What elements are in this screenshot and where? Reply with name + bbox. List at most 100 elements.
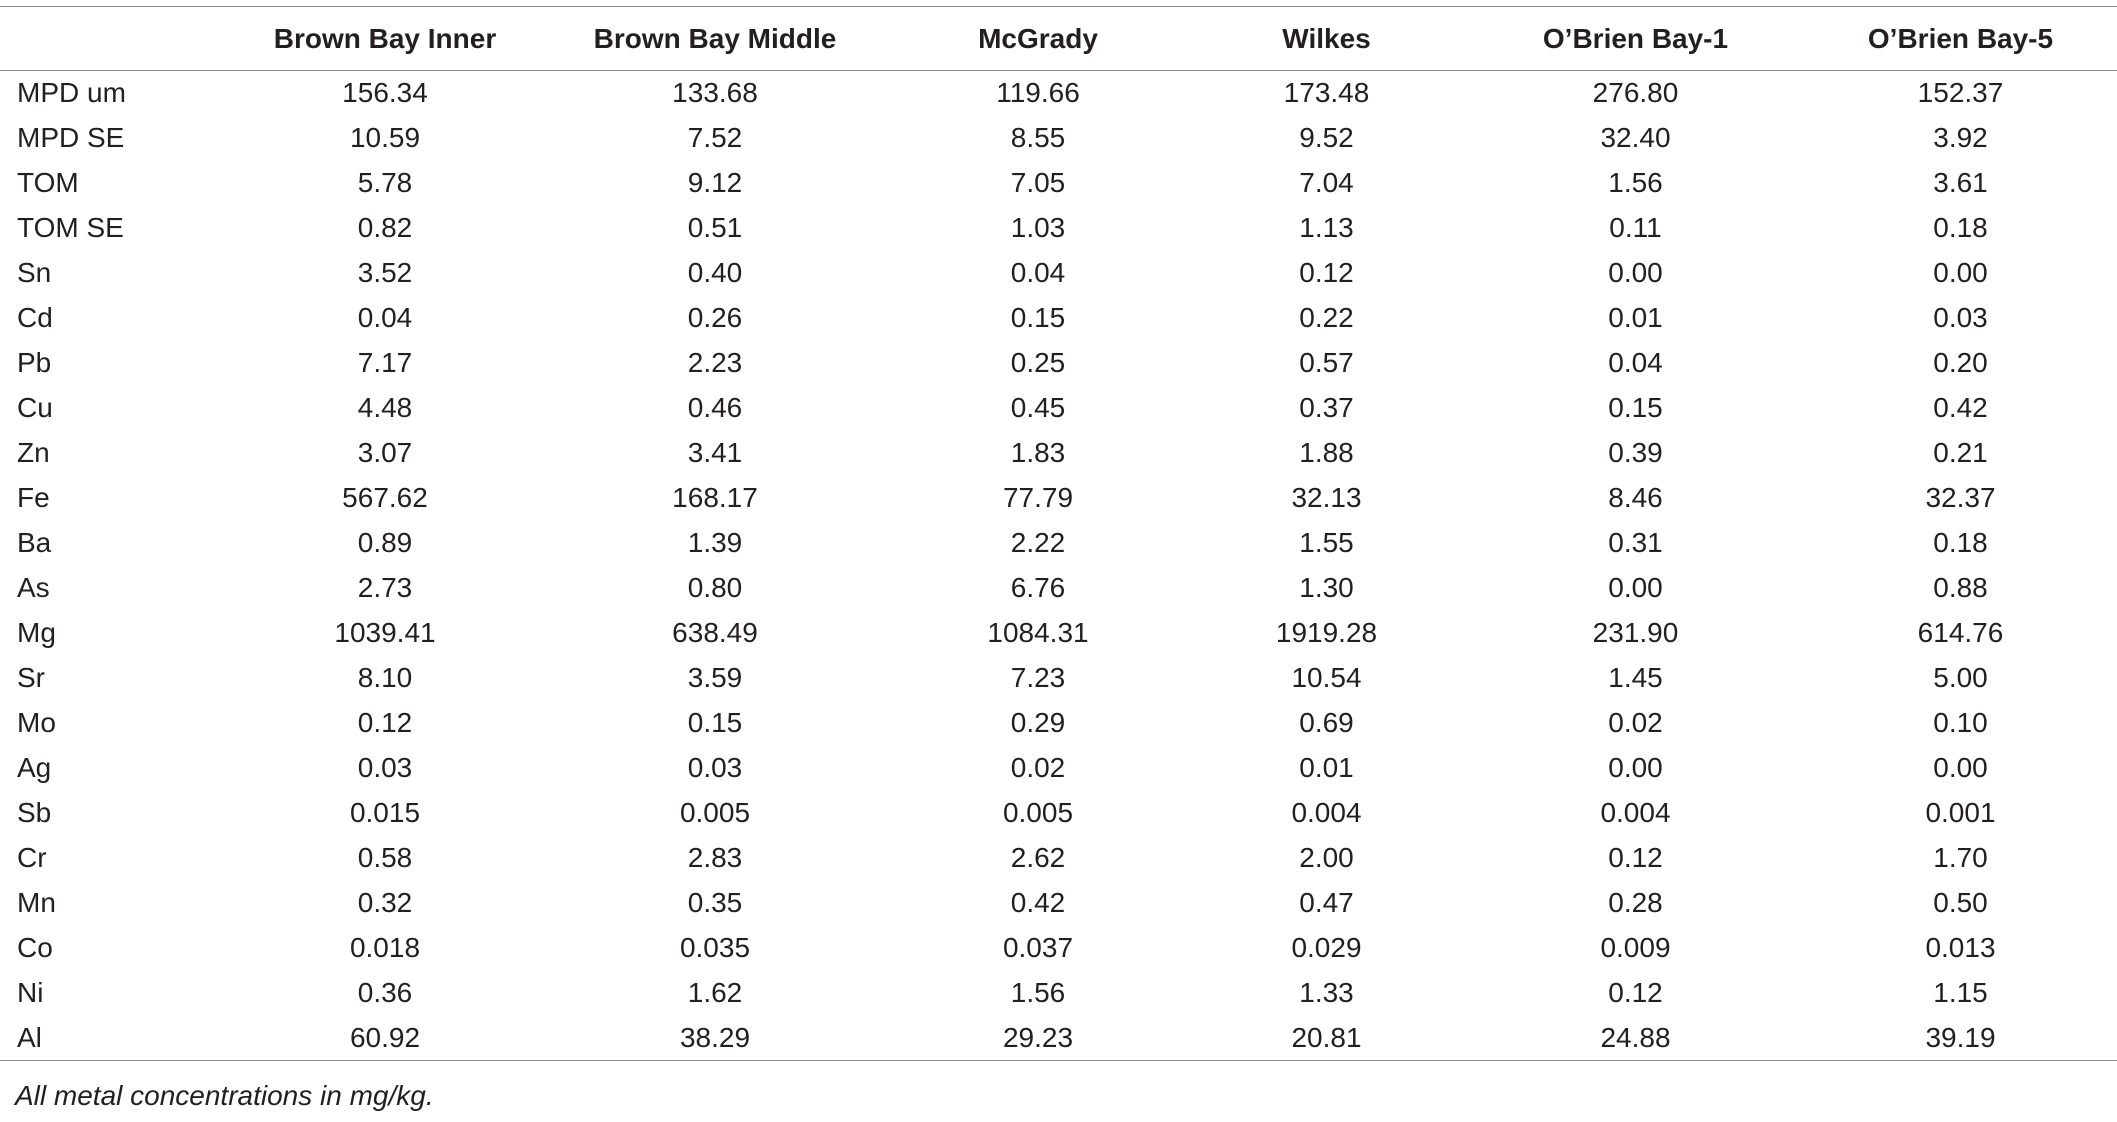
table-cell: 3.92: [1933, 122, 1988, 153]
table-cell: 1.45: [1608, 662, 1663, 693]
table-cell: 5.78: [357, 167, 413, 198]
data-table: Brown Bay Inner Brown Bay Middle McGrady Wi…: [0, 6, 2117, 1061]
table-cell: 10.59: [349, 122, 421, 153]
table-cell: 0.89: [357, 527, 413, 558]
row-label: Ba: [17, 527, 52, 558]
table-cell: 0.00: [1608, 257, 1663, 288]
table-footnote: All metal concentrations in mg/kg.: [15, 1080, 434, 1111]
table-cell: 39.19: [1804, 1015, 2117, 1061]
row-label: Mo: [17, 707, 56, 738]
table-cell: 276.80: [1592, 77, 1679, 109]
table-cell: 0.45: [1010, 392, 1066, 423]
table-row: Ag 0.03 0.03 0.02 0.01 0.00 0.00: [0, 746, 2117, 791]
table-cell: 0.005: [1002, 797, 1074, 828]
table-cell: 4.48: [357, 392, 413, 423]
table-cell: 10.54: [1291, 662, 1362, 693]
table-cell: 0.03: [1933, 302, 1988, 333]
table-cell: 0.15: [1010, 302, 1066, 333]
table-cell: 0.001: [1925, 797, 1996, 828]
column-header: Wilkes: [1186, 6, 1467, 71]
table-cell: 2.83: [687, 842, 743, 873]
table-cell: 0.58: [357, 842, 413, 873]
table-cell: 8.55: [1010, 122, 1066, 153]
row-label: TOM SE: [17, 212, 124, 243]
table-cell: 32.13: [1291, 482, 1362, 513]
table-cell: 0.00: [1608, 752, 1663, 783]
table-cell: 0.29: [1010, 707, 1066, 738]
table-cell: 0.005: [679, 797, 751, 828]
table-cell: 614.76: [1917, 617, 2004, 648]
table-cell: 0.82: [357, 212, 413, 243]
row-label: Pb: [17, 347, 52, 378]
table-cell: 0.02: [1608, 707, 1663, 738]
table-cell: 0.40: [687, 257, 743, 288]
table-cell: 0.46: [687, 392, 743, 423]
table-cell: 77.79: [1002, 482, 1074, 513]
table-cell: 0.037: [1002, 932, 1074, 963]
row-label: Cr: [17, 842, 47, 873]
table-cell: 0.42: [1933, 392, 1988, 423]
table-row: Mg 1039.41 638.49 1084.31 1919.28 231.90 614.7…: [0, 611, 2117, 656]
table-row: Pb 7.17 2.23 0.25 0.57 0.04 0.20: [0, 341, 2117, 386]
table-cell: 0.36: [357, 977, 413, 1008]
table-cell: 1084.31: [987, 617, 1089, 648]
column-header-empty: [0, 6, 230, 71]
table-cell: 2.73: [357, 572, 413, 603]
table-cell: 0.39: [1608, 437, 1663, 468]
table-cell: 231.90: [1592, 617, 1679, 648]
table-cell: 1.33: [1299, 977, 1354, 1008]
table-cell: 0.12: [1608, 842, 1663, 873]
table-cell: 152.37: [1917, 77, 2004, 109]
table-cell: 0.10: [1933, 707, 1988, 738]
table-cell: 0.51: [687, 212, 743, 243]
table-cell: 1.83: [1010, 437, 1066, 468]
table-cell: 9.52: [1299, 122, 1354, 153]
table-cell: 0.18: [1933, 212, 1988, 243]
column-header: Brown Bay Middle: [540, 6, 890, 71]
table-cell: 6.76: [1010, 572, 1066, 603]
table-cell: 0.26: [687, 302, 743, 333]
table-cell: 1.88: [1299, 437, 1354, 468]
table-cell: 0.37: [1299, 392, 1354, 423]
table-cell: 3.52: [357, 257, 413, 288]
table-cell: 0.01: [1299, 752, 1354, 783]
table-cell: 0.004: [1291, 797, 1362, 828]
table-cell: 0.42: [1010, 887, 1066, 918]
table-cell: 133.68: [672, 77, 758, 109]
table-row: Al 60.92 38.29 29.23 20.81 24.88 39.19: [0, 1015, 2117, 1061]
table-cell: 7.52: [687, 122, 743, 153]
table-cell: 7.05: [1010, 167, 1066, 198]
table-cell: 3.59: [687, 662, 743, 693]
header-row: Brown Bay Inner Brown Bay Middle McGrady Wi…: [0, 6, 2117, 71]
column-header: O’Brien Bay-5: [1804, 6, 2117, 71]
table-cell: 5.00: [1933, 662, 1988, 693]
table-row: Ni 0.36 1.62 1.56 1.33 0.12 1.15: [0, 971, 2117, 1016]
table-cell: 1.62: [687, 977, 743, 1008]
table-cell: 1.15: [1933, 977, 1988, 1008]
table-cell: 0.00: [1608, 572, 1663, 603]
table-cell: 1039.41: [334, 617, 436, 648]
table-row: Cr 0.58 2.83 2.62 2.00 0.12 1.70: [0, 836, 2117, 881]
table-cell: 0.12: [1299, 257, 1354, 288]
row-label: Cd: [17, 302, 53, 333]
row-label: Sn: [17, 257, 52, 288]
row-label: MPD um: [17, 77, 126, 109]
table-cell: 32.40: [1600, 122, 1671, 153]
table-cell: 0.018: [349, 932, 421, 963]
table-row: As 2.73 0.80 6.76 1.30 0.00 0.88: [0, 566, 2117, 611]
table-row: Cu 4.48 0.46 0.45 0.37 0.15 0.42: [0, 386, 2117, 431]
row-label: Cu: [17, 392, 53, 423]
table-cell: 0.04: [1010, 257, 1066, 288]
table-cell: 0.00: [1933, 752, 1988, 783]
table-cell: 0.32: [357, 887, 413, 918]
table-cell: 156.34: [342, 77, 428, 109]
table-cell: 168.17: [672, 482, 758, 513]
table-cell: 173.48: [1283, 77, 1370, 109]
table-cell: 8.10: [357, 662, 413, 693]
table-cell: 1.56: [1608, 167, 1663, 198]
table-cell: 7.17: [357, 347, 413, 378]
table-cell: 0.28: [1608, 887, 1663, 918]
table-row: Sr 8.10 3.59 7.23 10.54 1.45 5.00: [0, 656, 2117, 701]
table-cell: 1.30: [1299, 572, 1354, 603]
table-cell: 1.55: [1299, 527, 1354, 558]
